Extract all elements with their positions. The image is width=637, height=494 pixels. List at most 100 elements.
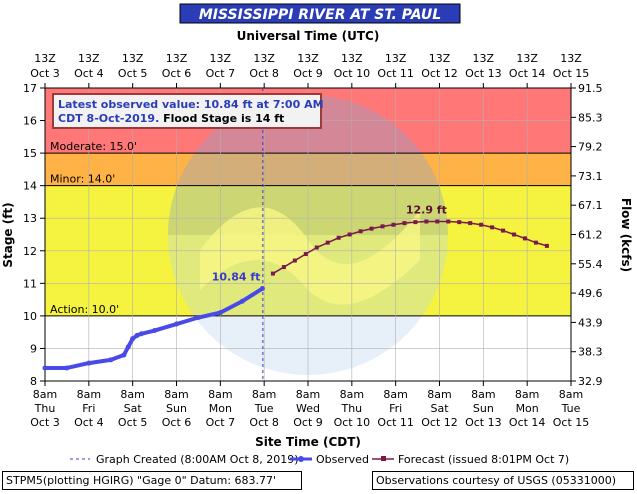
local-tick-hour: 8am: [515, 388, 539, 401]
flow-tick-label: 49.6: [578, 287, 603, 300]
observed-point: [174, 321, 179, 327]
info-line-2: CDT 8-Oct-2019. Flood Stage is 14 ft: [58, 112, 284, 125]
utc-tick-date: Oct 15: [553, 67, 590, 80]
forecast-point: [435, 219, 440, 224]
observed-point: [152, 328, 158, 334]
utc-tick-date: Oct 3: [30, 67, 60, 80]
forecast-point: [325, 240, 330, 245]
local-tick-date: Oct 8: [249, 416, 279, 429]
local-tick-hour: 8am: [296, 388, 320, 401]
moderate-stage-label: Moderate: 15.0': [50, 140, 137, 153]
y-tick-label: 15: [23, 147, 37, 160]
forecast-point: [303, 252, 308, 257]
forecast-point: [479, 222, 484, 227]
observed-point: [138, 331, 144, 337]
local-tick-hour: 8am: [559, 388, 583, 401]
utc-tick-hour: 13Z: [166, 52, 188, 65]
forecast-point: [380, 224, 385, 229]
forecast-point: [314, 245, 319, 250]
observed-value-label: 10.84 ft: [212, 271, 261, 284]
forecast-point: [457, 220, 462, 225]
local-tick-day: Fri: [389, 402, 402, 415]
legend-created-label: Graph Created (8:00AM Oct 8, 2019): [96, 453, 299, 466]
grid-lines: [45, 88, 571, 381]
local-tick-date: Oct 4: [74, 416, 104, 429]
utc-tick-date: Oct 7: [206, 67, 236, 80]
utc-axis-ticks: 13Z Oct 3 13Z Oct 4 13Z Oct 5 13Z Oct 6 13Z Oct 7…: [30, 52, 589, 88]
observed-point: [125, 344, 131, 350]
local-tick-hour: 8am: [383, 388, 407, 401]
y-tick-label: 16: [23, 115, 37, 128]
local-tick-date: Oct 11: [377, 416, 414, 429]
action-stage-label: Action: 10.0': [50, 303, 119, 316]
utc-tick-hour: 13Z: [34, 52, 56, 65]
local-tick-hour: 8am: [252, 388, 276, 401]
local-tick-date: Oct 12: [421, 416, 458, 429]
local-tick-day: Sun: [166, 402, 187, 415]
datum-footer: STPM5(plotting HGIRG) "Gage 0" Datum: 68…: [2, 471, 302, 490]
forecast-point: [522, 236, 527, 241]
local-tick-hour: 8am: [120, 388, 144, 401]
forecast-point: [512, 232, 517, 237]
flow-tick-label: 91.5: [578, 82, 603, 95]
legend-observed-label: Observed: [316, 453, 369, 466]
utc-tick-date: Oct 10: [334, 67, 371, 80]
legend-observed-marker: [298, 456, 304, 462]
local-tick-date: Oct 7: [206, 416, 236, 429]
forecast-peak-label: 12.9 ft: [406, 203, 447, 216]
local-tick-hour: 8am: [208, 388, 232, 401]
utc-tick-date: Oct 13: [465, 67, 502, 80]
local-tick-date: Oct 15: [553, 416, 590, 429]
observed-point: [86, 360, 92, 366]
flow-tick-label: 55.4: [578, 258, 603, 271]
flow-axis-title: Flow (kcfs): [619, 198, 633, 272]
legend-forecast-label: Forecast (issued 8:01PM Oct 7): [398, 453, 569, 466]
local-tick-day: Tue: [561, 402, 581, 415]
flow-axis-ticks: 32.9 38.3 43.9 49.6 55.4 61.2 67.1 73.1 79.2 85.3…: [571, 82, 603, 388]
local-tick-day: Sun: [473, 402, 494, 415]
observed-point: [130, 336, 136, 342]
observed-point: [134, 332, 140, 338]
observed-point: [64, 365, 70, 371]
minor-stage-label: Minor: 14.0': [50, 173, 115, 186]
forecast-point: [501, 228, 506, 233]
forecast-point: [544, 243, 549, 248]
local-tick-day: Fri: [82, 402, 95, 415]
local-tick-hour: 8am: [164, 388, 188, 401]
y-axis-title: Stage (ft): [1, 202, 15, 267]
y-tick-label: 9: [30, 342, 37, 355]
utc-tick-hour: 13Z: [473, 52, 495, 65]
local-tick-day: Mon: [209, 402, 232, 415]
utc-tick-hour: 13Z: [385, 52, 407, 65]
utc-tick-hour: 13Z: [516, 52, 538, 65]
local-tick-hour: 8am: [77, 388, 101, 401]
local-tick-day: Thu: [34, 402, 56, 415]
y-tick-label: 11: [23, 277, 37, 290]
observed-point: [195, 315, 201, 321]
local-tick-day: Sat: [124, 402, 143, 415]
utc-tick-date: Oct 6: [162, 67, 192, 80]
observed-point: [121, 352, 127, 358]
info-line-1: Latest observed value: 10.84 ft at 7:00 …: [58, 98, 324, 111]
info-date: CDT 8-Oct-2019.: [58, 112, 159, 125]
utc-tick-hour: 13Z: [78, 52, 100, 65]
observed-point: [239, 298, 245, 304]
utc-tick-date: Oct 14: [509, 67, 546, 80]
info-box: [52, 93, 322, 129]
top-axis-title: Universal Time (UTC): [237, 29, 380, 43]
utc-tick-hour: 13Z: [297, 52, 319, 65]
utc-tick-hour: 13Z: [122, 52, 144, 65]
utc-tick-hour: 13Z: [429, 52, 451, 65]
utc-tick-date: Oct 9: [293, 67, 323, 80]
utc-tick-date: Oct 12: [421, 67, 458, 80]
forecast-point: [446, 219, 451, 224]
bottom-axis-title: Site Time (CDT): [255, 435, 361, 449]
local-tick-day: Sat: [430, 402, 449, 415]
local-tick-date: Oct 9: [293, 416, 323, 429]
utc-tick-date: Oct 8: [249, 67, 279, 80]
legend-forecast-marker: [381, 456, 386, 461]
source-footer: Observations courtesy of USGS (05331000): [372, 471, 634, 490]
local-tick-hour: 8am: [471, 388, 495, 401]
